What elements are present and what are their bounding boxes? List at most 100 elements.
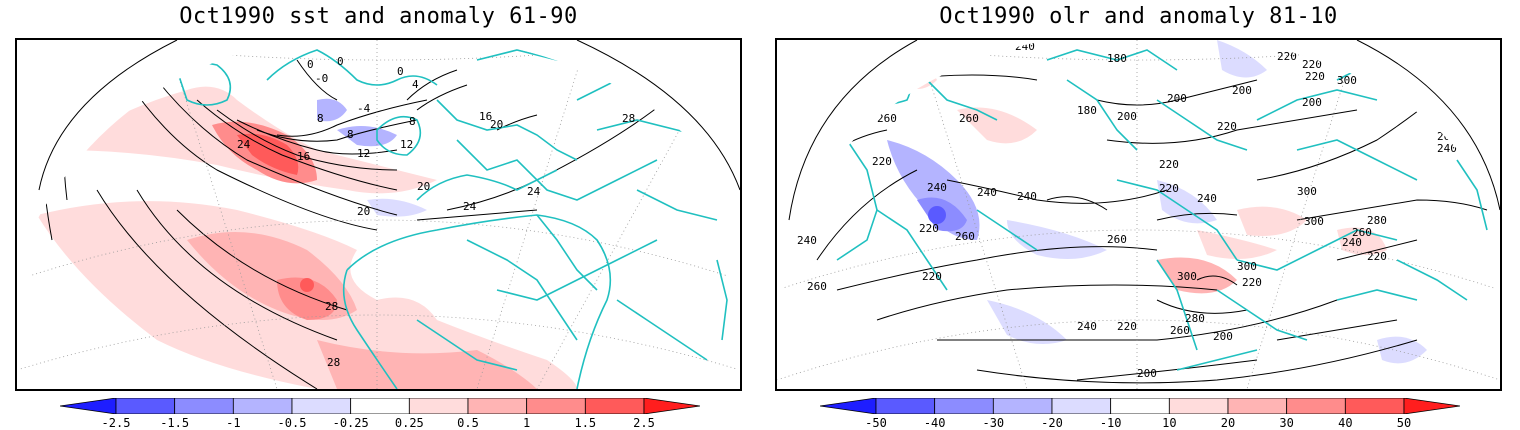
contour-label: 300 [1304, 215, 1324, 228]
colorbar-tick-label: -10 [1099, 416, 1122, 430]
left-contour-labels: 28 24 0 0 -0 0 4 -4 8 8 8 12 16 24 12 16… [27, 42, 635, 369]
contour-label: 260 [1170, 324, 1190, 337]
left-map-boundary [38, 40, 740, 191]
contour-label: 4 [412, 78, 419, 91]
contour-label: 200 [1213, 330, 1233, 343]
colorbar-tick-label: 50 [1396, 416, 1412, 430]
contour-label: 220 [1277, 50, 1297, 63]
colorbar-tick-label: -1 [226, 416, 241, 430]
colorbar-box [526, 398, 586, 414]
contour-label: 240 [1077, 320, 1097, 333]
colorbar-box [291, 398, 352, 414]
colorbar-tick-label: -0.25 [332, 416, 369, 430]
contour-label: 240 [789, 134, 809, 147]
contour-label: 280 [1367, 214, 1387, 227]
right-colorbar [820, 398, 1460, 414]
contour-label: 220 [827, 70, 847, 83]
contour-label: 240 [870, 49, 890, 62]
colorbar-box [467, 398, 528, 414]
contour-label: 260 [1352, 226, 1372, 239]
contour-label: 20 [490, 118, 503, 131]
colorbar-box [1344, 398, 1405, 414]
left-map-title: Oct1990 sst and anomaly 61-90 [179, 4, 578, 29]
contour-label: 12 [357, 147, 370, 160]
left-map-canvas: 28 24 0 0 -0 0 4 -4 8 8 8 12 16 24 12 16… [17, 40, 740, 389]
right-map-canvas: 260 220 240 220 260 200 240 180 240 240 … [777, 40, 1500, 389]
contour-label: 220 [872, 155, 892, 168]
left-colorbar [60, 398, 700, 414]
contour-label: 220 [1117, 320, 1137, 333]
colorbar-tick-label: 0.5 [457, 416, 479, 430]
contour-label: 220 [1367, 250, 1387, 263]
colorbar-box [584, 398, 645, 414]
contour-label: 200 [1167, 92, 1187, 105]
colorbar-tick-label: 1 [523, 416, 531, 430]
contour-label: 24 [237, 138, 251, 151]
contour-label: 200 [1137, 367, 1157, 380]
contour-label: 220 [1302, 58, 1322, 71]
contour-label: 300 [1337, 74, 1357, 87]
contour-label: 8 [317, 112, 324, 125]
colorbar-box [1227, 398, 1288, 414]
contour-label: 220 [1159, 182, 1179, 195]
contour-label: 240 [1342, 236, 1362, 249]
colorbar-box [115, 398, 176, 414]
contour-label: 240 [977, 186, 997, 199]
right-colorbar-labels: -50 -40 -30 -20 -10 10 20 30 40 50 [820, 416, 1460, 430]
contour-label: 12 [400, 138, 413, 151]
contour-label: 240 [1197, 192, 1217, 205]
contour-label: 20 [357, 205, 370, 218]
contour-label: 28 [325, 300, 338, 313]
colorbar-tick-label: -2.5 [101, 416, 131, 430]
contour-label: 200 [1302, 96, 1322, 109]
contour-label: 260 [807, 280, 827, 293]
contour-label: 8 [409, 115, 416, 128]
contour-label: 220 [1242, 276, 1262, 289]
colorbar-low-triangle [60, 398, 117, 414]
contour-label: 200 [1232, 84, 1252, 97]
colorbar-tick-label: 2.5 [633, 416, 655, 430]
contour-label: 180 [1107, 52, 1127, 65]
contour-label: 220 [1217, 120, 1237, 133]
left-colorbar-labels: -2.5 -1.5 -1 -0.5 -0.25 0.25 0.5 1 1.5 2.5 [60, 416, 700, 430]
contour-label: 240 [1437, 142, 1457, 155]
colorbar-tick-label: -20 [1041, 416, 1063, 430]
contour-label: 300 [1237, 260, 1257, 273]
colorbar-box [174, 398, 234, 414]
contour-label: 16 [297, 150, 310, 163]
colorbar-tick-label: -30 [982, 416, 1005, 430]
colorbar-box [1286, 398, 1346, 414]
contour-label: 280 [1185, 312, 1205, 325]
contour-label: 260 [789, 92, 809, 105]
contour-label: 220 [827, 55, 847, 68]
colorbar-high-triangle [643, 398, 700, 414]
right-map: 260 220 240 220 260 200 240 180 240 240 … [775, 38, 1502, 391]
colorbar-box [1168, 398, 1229, 414]
right-map-title: Oct1990 olr and anomaly 81-10 [939, 4, 1338, 29]
colorbar-tick-label: 40 [1338, 416, 1353, 430]
colorbar-box [232, 398, 293, 414]
colorbar-box [1051, 398, 1112, 414]
contour-label: 200 [1117, 110, 1137, 123]
colorbar-box [408, 398, 469, 414]
contour-label: 24 [27, 120, 41, 133]
contour-label: 8 [347, 128, 354, 141]
colorbar-box [992, 398, 1053, 414]
contour-label: 28 [75, 42, 88, 55]
left-map: 28 24 0 0 -0 0 4 -4 8 8 8 12 16 24 12 16… [15, 38, 742, 391]
colorbar-tick-label: 10 [1162, 416, 1177, 430]
colorbar-box [1110, 398, 1170, 414]
contour-label: 28 [327, 356, 340, 369]
colorbar-tick-label: 30 [1279, 416, 1294, 430]
contour-label: 0 [337, 55, 344, 68]
colorbar-high-triangle [1403, 398, 1460, 414]
contour-label: 0 [307, 58, 314, 71]
contour-label: 28 [622, 112, 635, 125]
colorbar-tick-label: 1.5 [574, 416, 597, 430]
colorbar-box [934, 398, 994, 414]
contour-label: 260 [959, 112, 979, 125]
colorbar-tick-label: -50 [865, 416, 887, 430]
contour-label: -0 [315, 72, 328, 85]
right-graticule [777, 40, 1500, 389]
contour-label: 300 [1297, 185, 1317, 198]
